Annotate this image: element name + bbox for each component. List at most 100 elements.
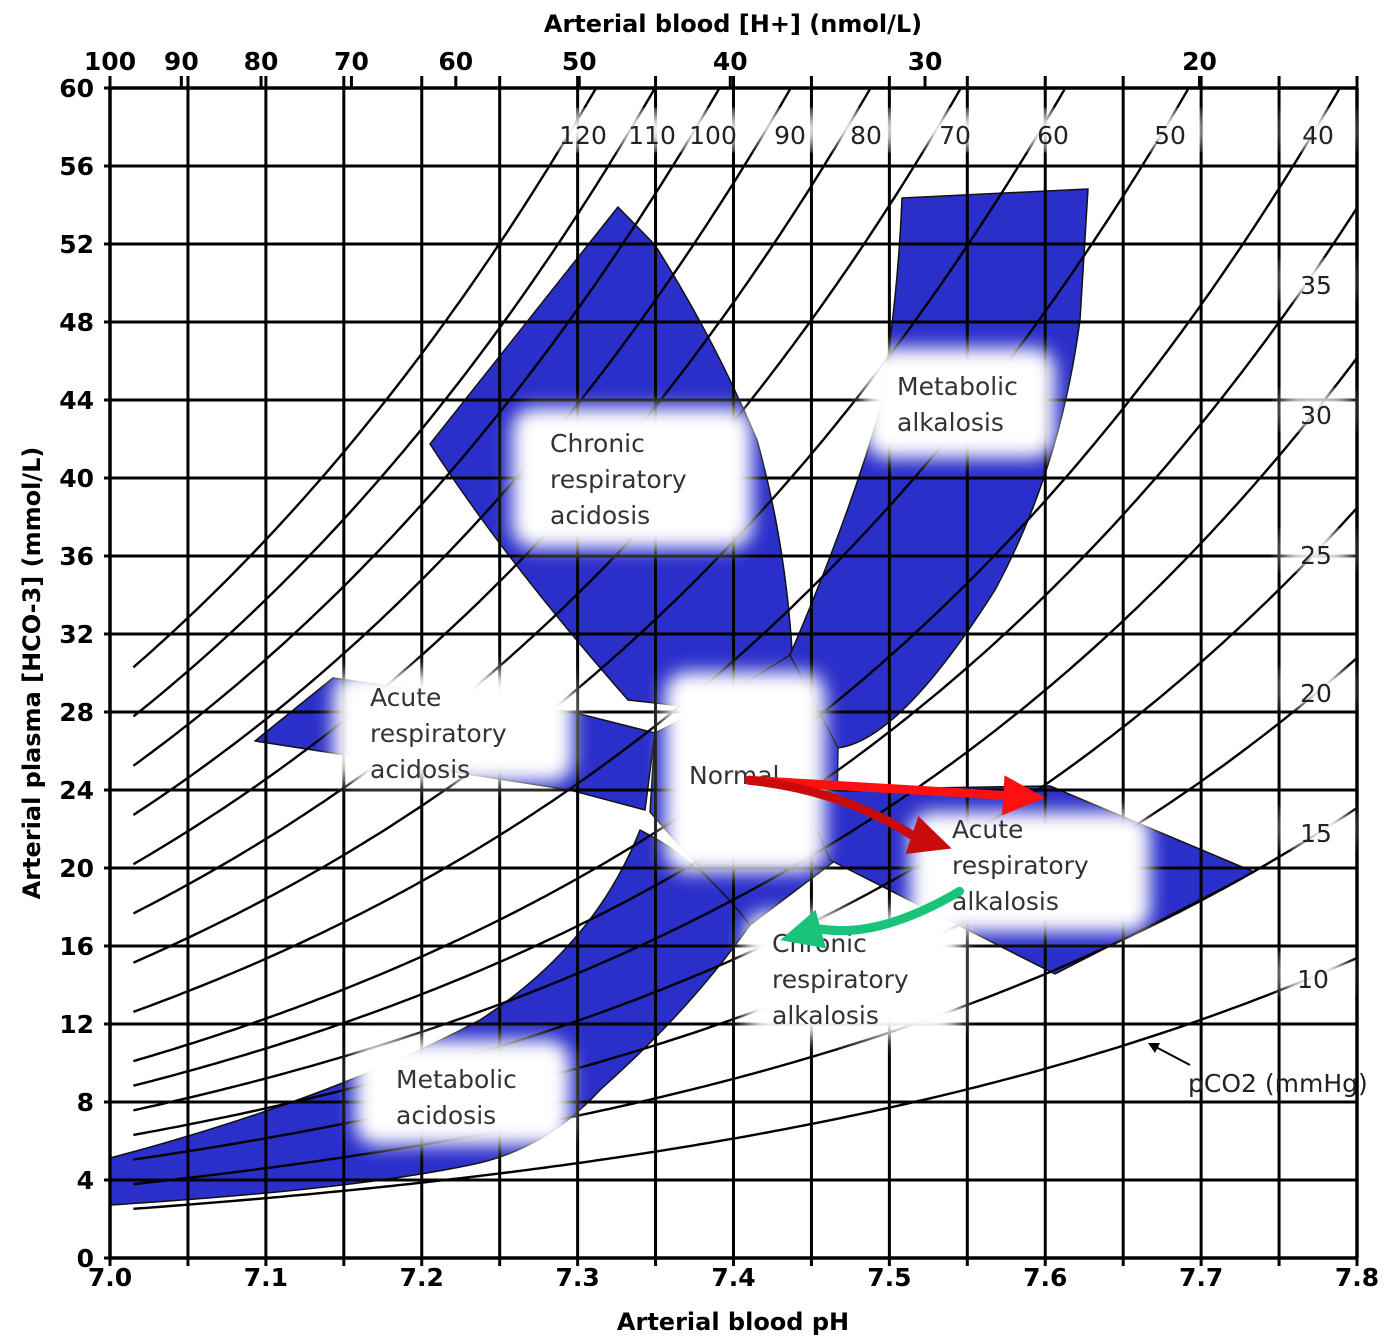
region-label-bg: [910, 812, 1150, 932]
y-tick-label: 36: [59, 542, 94, 571]
pco2-pointer-head: [1148, 1043, 1160, 1053]
region-label-bg: [512, 408, 752, 548]
arrow-shaft: [744, 775, 917, 840]
isobar-label: 70: [939, 121, 971, 150]
x-tick-label: 7.8: [1335, 1263, 1379, 1292]
isobar-label-bg: [1281, 958, 1345, 990]
isobar-label-bg: [1138, 114, 1202, 146]
y-tick-label: 4: [77, 1166, 94, 1195]
h-tick-label: 100: [84, 47, 136, 76]
isobar-label-bg: [1284, 534, 1348, 566]
isobar-label: 80: [850, 121, 882, 150]
x-tick-label: 7.6: [1023, 1263, 1067, 1292]
isobar-label: 110: [628, 121, 676, 150]
h-tick-label: 20: [1182, 47, 1217, 76]
x-tick-label: 7.5: [867, 1263, 911, 1292]
h-tick-label: 90: [164, 47, 199, 76]
arrow-head: [780, 909, 826, 949]
isobar-line: [133, 956, 1357, 1210]
region-shape-6: [110, 829, 751, 1206]
y-tick-label: 12: [59, 1010, 94, 1039]
y-tick-label: 52: [59, 230, 94, 259]
isobar-label-bg: [758, 114, 822, 146]
y-tick-label: 28: [59, 698, 94, 727]
isobar-label: 15: [1300, 819, 1332, 848]
isobar-label: 25: [1300, 541, 1332, 570]
y-tick-label: 16: [59, 932, 94, 961]
isobar-line: [132, 88, 963, 915]
isobar-label-bg: [1021, 114, 1085, 146]
arrow-shaft: [816, 886, 965, 936]
isobar-line: [133, 355, 1357, 1112]
isobar-label-bg: [551, 114, 615, 146]
isobar-label-bg: [1284, 394, 1348, 426]
isobar-line: [132, 88, 721, 767]
region-label: Acute respiratory alkalosis: [952, 815, 1089, 916]
isobar-label-bg: [681, 114, 745, 146]
y-tick-label: 20: [59, 854, 94, 883]
arrow-head: [1002, 775, 1046, 816]
y-tick-label: 32: [59, 620, 94, 649]
h-tick-label: 60: [438, 47, 473, 76]
region-label: Acute respiratory acidosis: [370, 683, 507, 784]
isobar-label-bg: [620, 114, 684, 146]
isobar-label: 20: [1300, 679, 1332, 708]
isobar-label-bg: [1284, 264, 1348, 296]
y-tick-label: 60: [59, 74, 94, 103]
x-tick-label: 7.1: [244, 1263, 288, 1292]
isobar-label: 100: [689, 121, 737, 150]
h-tick-label: 80: [244, 47, 279, 76]
isobar-line: [132, 88, 1067, 964]
x-tick-label: 7.3: [555, 1263, 599, 1292]
region-label: Metabolic acidosis: [396, 1065, 517, 1130]
isobar-label: 120: [559, 121, 607, 150]
h-tick-label: 50: [562, 47, 597, 76]
isobar-label: 30: [1300, 401, 1332, 430]
top-axis-title: Arterial blood [H+] (nmol/L): [544, 10, 922, 38]
isobar-label: 10: [1297, 965, 1329, 994]
region-label-bg: [865, 348, 1055, 458]
x-tick-label: 7.0: [88, 1263, 132, 1292]
x-axis-title: Arterial blood pH: [617, 1308, 849, 1336]
axis-ticks: 7.0 7.1 7.2 7.3 7.4 7.5 7.6 7.7 7.80481216202428…: [59, 47, 1379, 1292]
y-axis-title: Arterial plasma [HCO-3] (mmol/L): [18, 447, 46, 900]
x-tick-label: 7.7: [1179, 1263, 1223, 1292]
isobar-label-bg: [1284, 672, 1348, 704]
isobar-label: 90: [774, 121, 806, 150]
region-label-bg: [665, 672, 825, 872]
pco2-pointer-arrow: [1151, 1044, 1191, 1066]
isobar-label: 35: [1300, 271, 1332, 300]
isobar-label: 50: [1154, 121, 1186, 150]
y-tick-label: 56: [59, 152, 94, 181]
h-tick-label: 40: [713, 47, 748, 76]
y-tick-label: 40: [59, 464, 94, 493]
isobar-label-bg: [834, 114, 898, 146]
y-tick-label: 0: [77, 1244, 94, 1273]
y-tick-label: 48: [59, 308, 94, 337]
isobar-label: 40: [1302, 121, 1334, 150]
transition-arrows: [744, 775, 1046, 949]
region-label: Chronic respiratory acidosis: [550, 429, 687, 530]
isobar-label-bg: [1284, 812, 1348, 844]
region-label-bg: [333, 672, 573, 782]
arrow-head: [905, 816, 952, 854]
isobar-line: [133, 806, 1357, 1186]
isobar-label: 60: [1037, 121, 1069, 150]
h-tick-label: 30: [908, 47, 943, 76]
isobar-label-bg: [1286, 114, 1350, 146]
y-tick-label: 24: [59, 776, 94, 805]
isobar-line: [132, 88, 793, 816]
pco2-unit-label: pCO2 (mmHg): [1188, 1069, 1368, 1098]
region-label-bg: [355, 1040, 570, 1145]
y-tick-label: 44: [59, 386, 94, 415]
x-tick-label: 7.4: [711, 1263, 755, 1292]
region-label: Metabolic alkalosis: [897, 372, 1018, 437]
region-shape-2: [789, 188, 1089, 761]
y-tick-label: 8: [77, 1088, 94, 1117]
h-tick-label: 70: [334, 47, 369, 76]
x-tick-label: 7.2: [400, 1263, 444, 1292]
isobar-label-bg: [923, 114, 987, 146]
label-backgrounds: [333, 114, 1350, 1145]
isobar-line: [132, 88, 598, 669]
